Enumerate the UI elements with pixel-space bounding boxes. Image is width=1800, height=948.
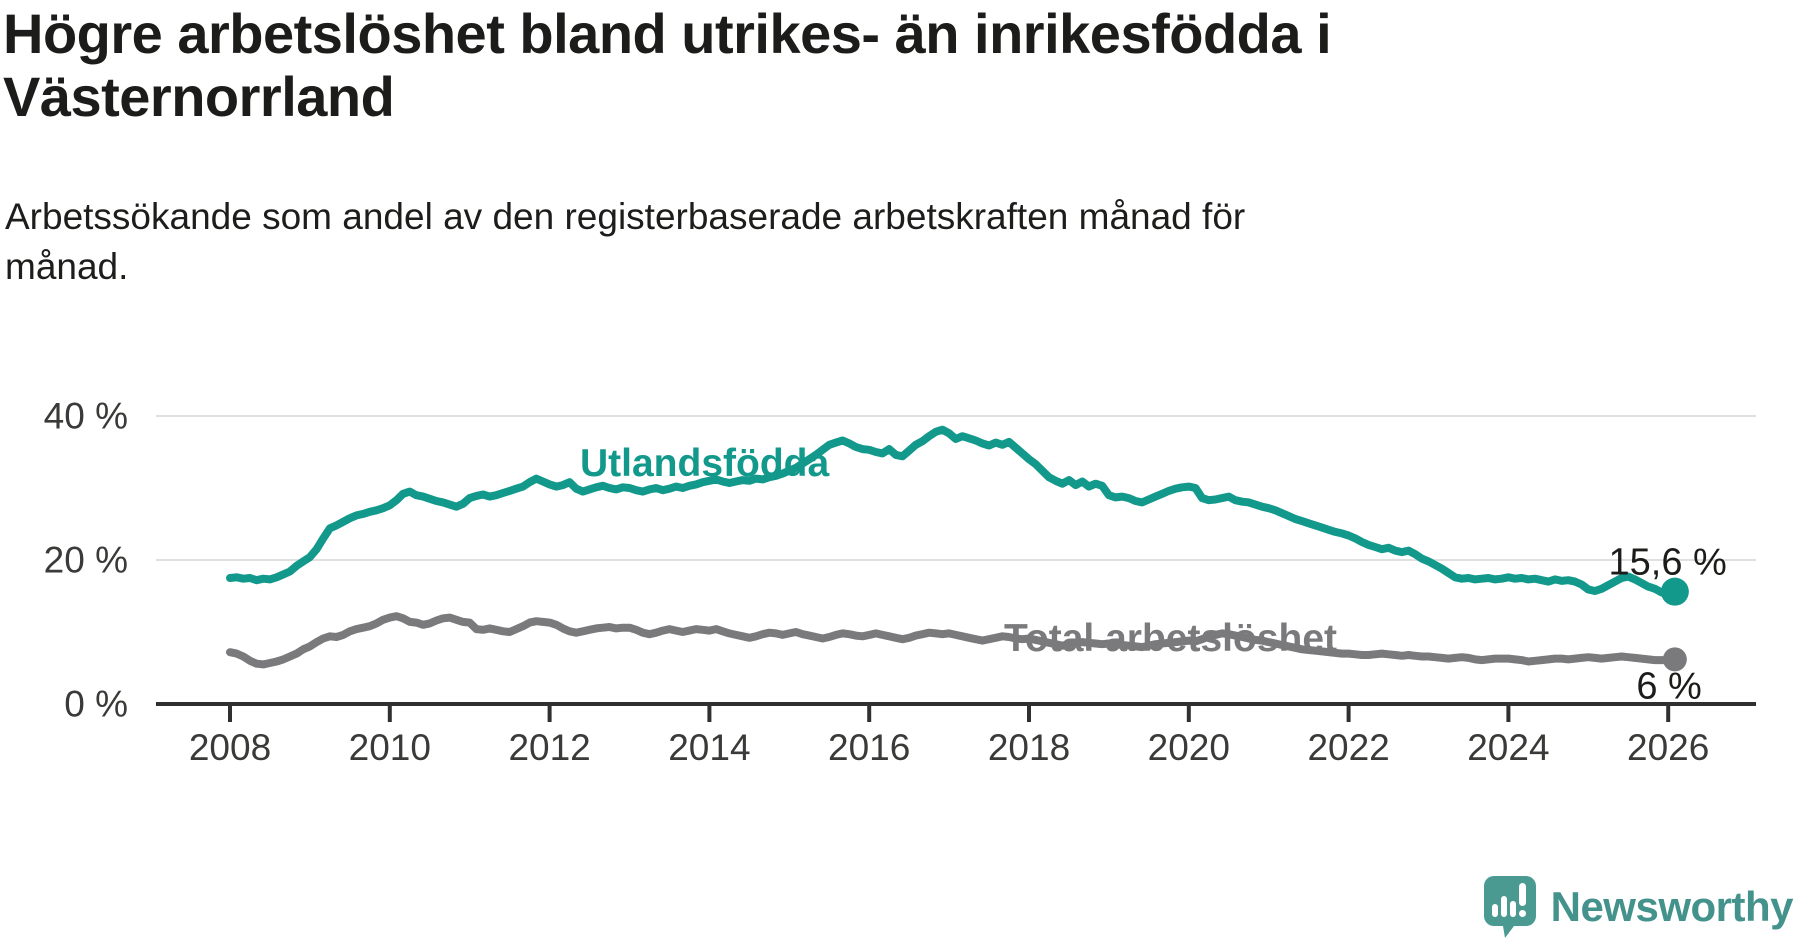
bar-medium (1509, 901, 1516, 917)
x-tick-label: 2024 (1467, 727, 1549, 768)
page-title: Högre arbetslöshet bland utrikes- än inr… (3, 2, 1383, 129)
bar-tall (1500, 896, 1507, 917)
series-end-value-label: 15,6 % (1609, 542, 1727, 584)
series-label: Total arbetslöshet (1004, 617, 1337, 660)
x-tick-label: 2012 (508, 727, 590, 768)
newsworthy-logo-text: Newsworthy (1550, 883, 1794, 930)
title-line-1: Högre arbetslöshet bland utrikes- än inr… (3, 2, 1332, 65)
x-tick-label: 2026 (1627, 727, 1709, 768)
series-end-value-label: 6 % (1636, 665, 1701, 707)
x-tick-label: 2014 (668, 727, 750, 768)
exclamation-stem (1518, 883, 1526, 906)
x-tick-label: 2022 (1307, 727, 1389, 768)
exclamation-dot (1518, 910, 1526, 917)
series-label: Utlandsfödda (580, 442, 829, 485)
title-line-2: Västernorrland (3, 65, 395, 129)
newsworthy-logo-icon (1483, 876, 1536, 938)
x-tick-label: 2016 (828, 727, 910, 768)
subtitle-line-1: Arbetssökande som andel av den registerb… (5, 196, 1246, 237)
bar-small (1491, 904, 1498, 917)
x-tick-label: 2018 (988, 727, 1070, 768)
series-line-total (226, 612, 1679, 669)
y-tick-label: 20 % (44, 540, 128, 581)
subtitle-line-2: månad. (5, 246, 129, 288)
gridlines (156, 415, 1756, 561)
y-tick-label: 0 % (64, 684, 128, 725)
newsworthy-logo: Newsworthy (1480, 874, 1794, 940)
series-line-utlandsfodda (226, 425, 1679, 598)
y-tick-label: 40 % (44, 396, 128, 437)
x-axis: 0 % 20 % 40 % 2008 2010 2012 2014 2016 2018 2020 2… (44, 396, 1756, 768)
series-end-dot (1660, 577, 1689, 606)
x-tick-label: 2010 (349, 727, 431, 768)
series-lines (226, 425, 1689, 672)
chart-labels: Utlandsfödda 15,6 % Total arbetslöshet 6 % (580, 442, 1727, 707)
chart-subtitle: Arbetssökande som andel av den registerb… (5, 192, 1505, 293)
x-tick-label: 2008 (189, 727, 271, 768)
x-tick-label: 2020 (1148, 727, 1230, 768)
series-end-dot (1662, 647, 1687, 672)
